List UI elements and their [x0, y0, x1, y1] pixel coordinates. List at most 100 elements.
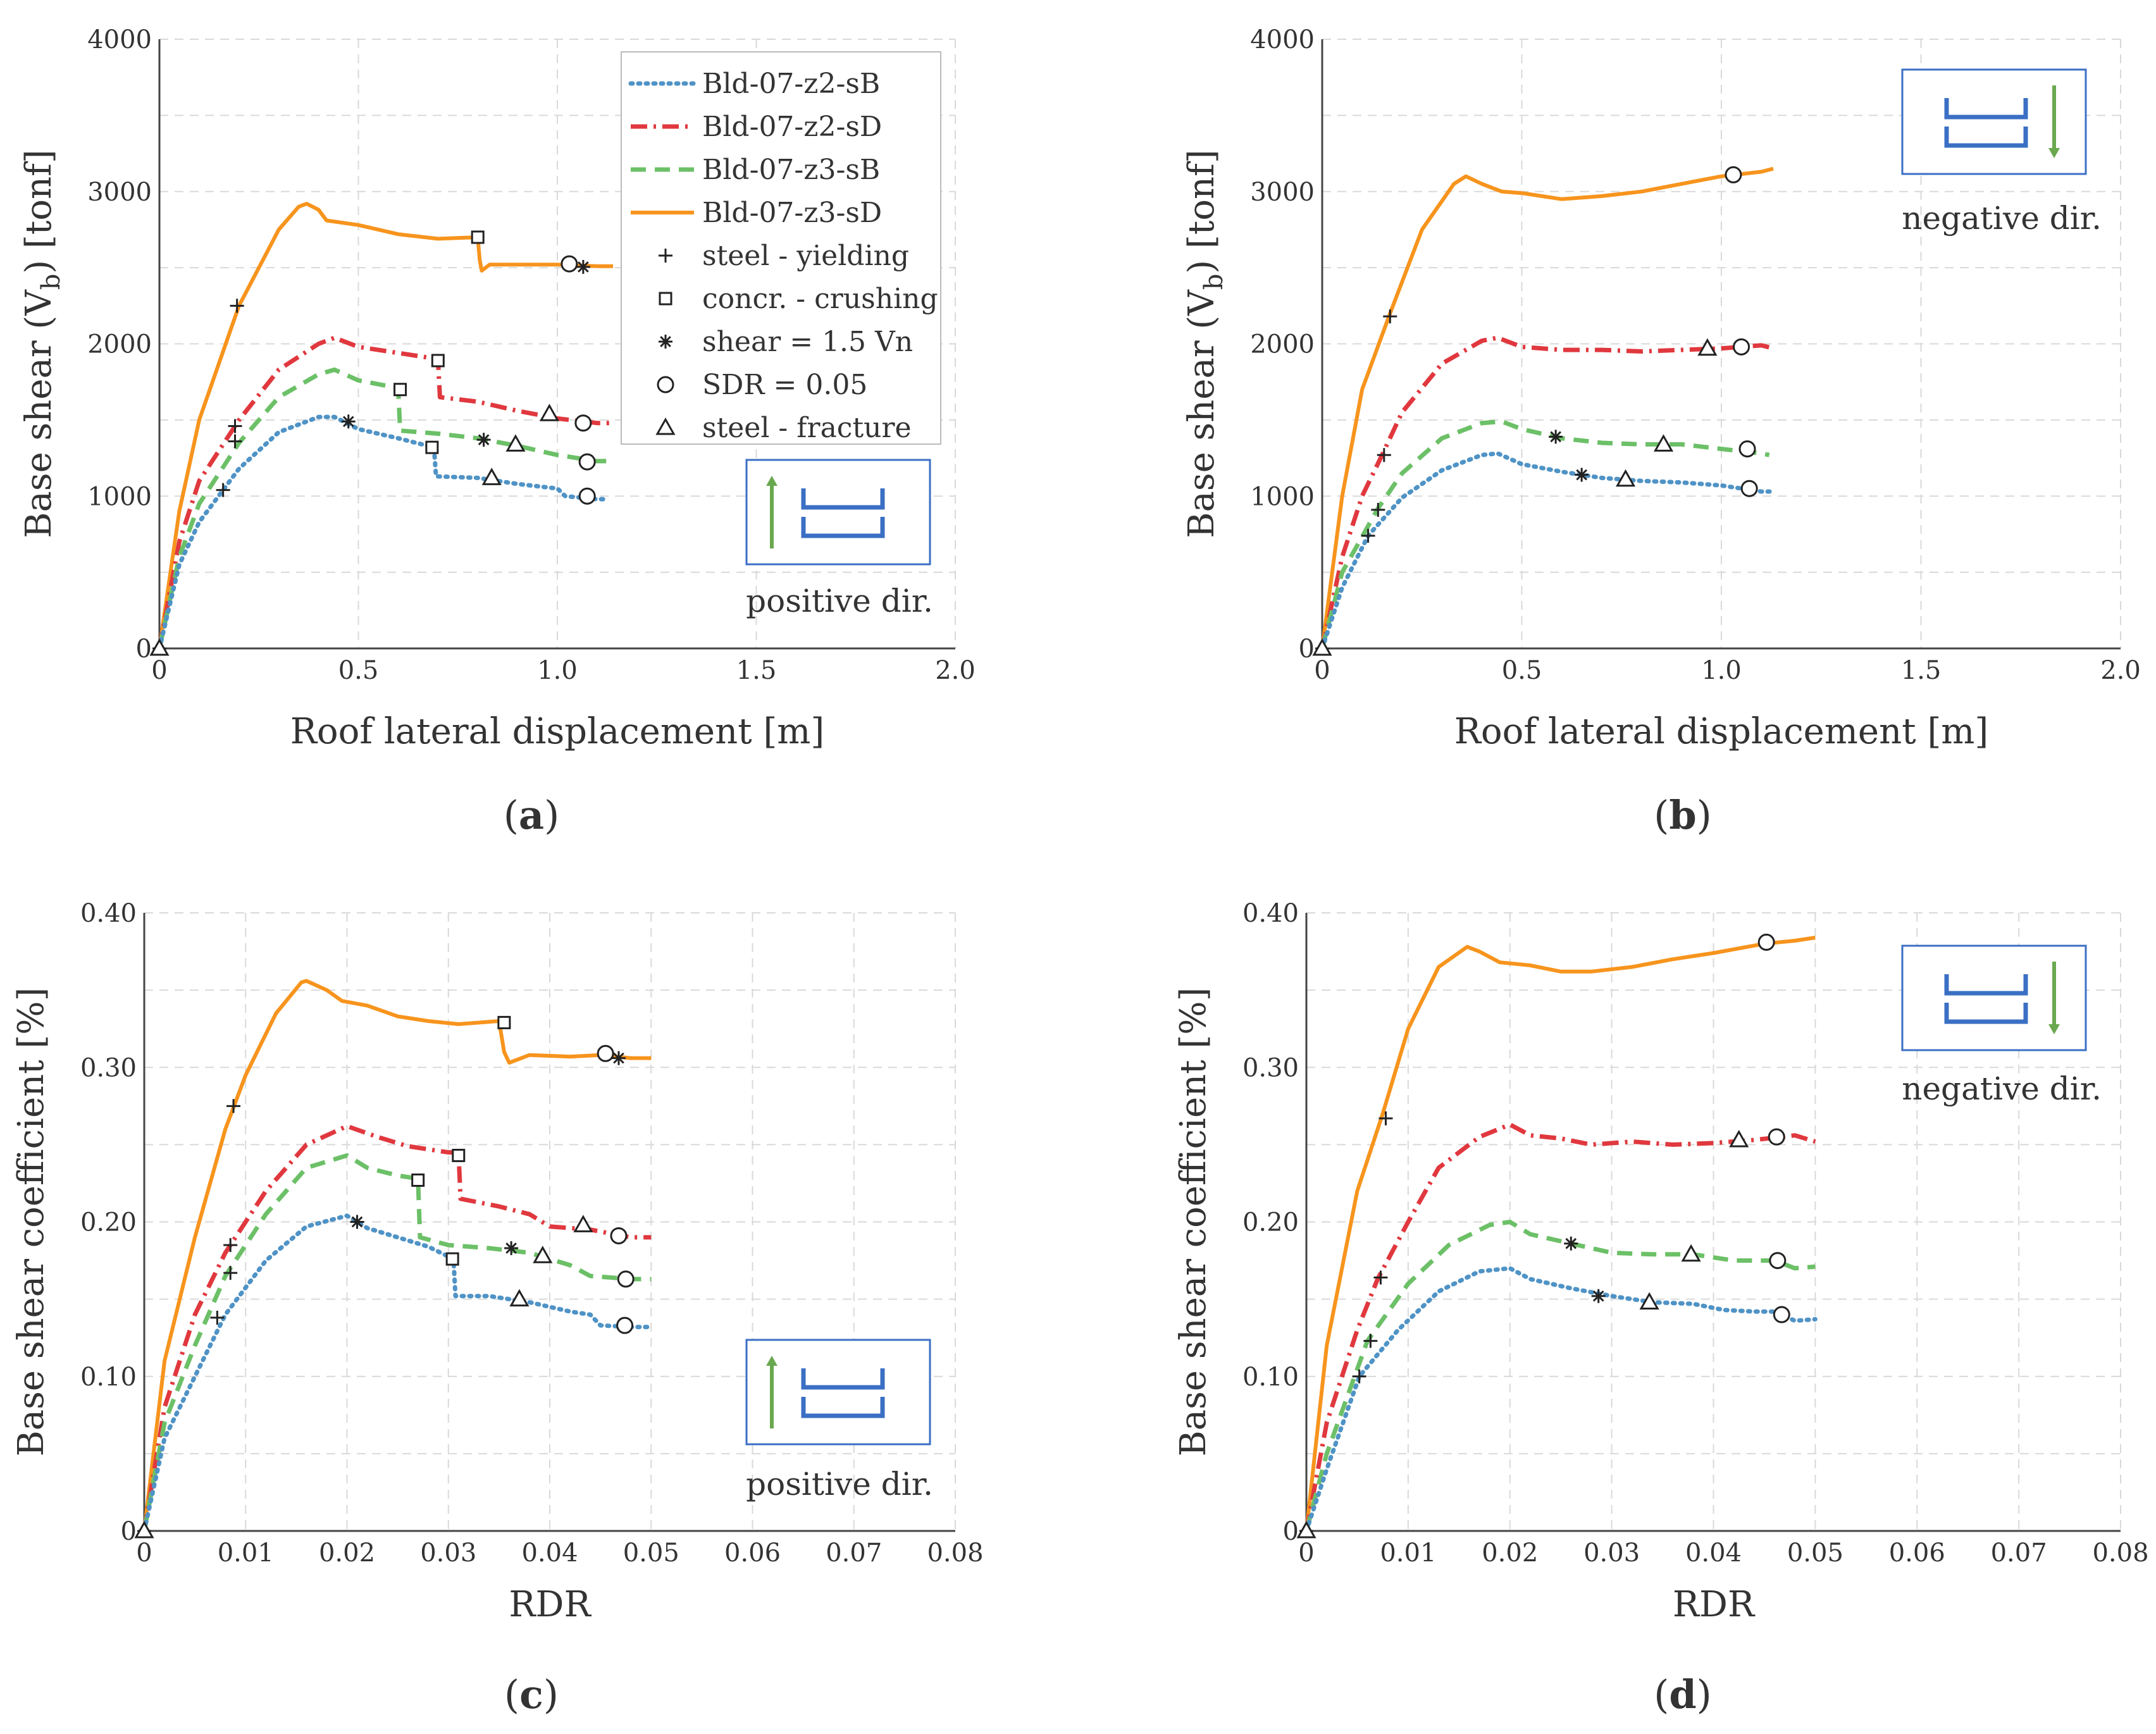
series-line: [1320, 451, 1776, 651]
y-tick-label: 3000: [87, 178, 152, 207]
star-marker: [611, 1051, 626, 1065]
panel-d: 0 0.01 0.02 0.03 0.04 0.05 0.06 0.07 0.08 0 0.10 0.…: [1173, 899, 2149, 1718]
square-marker: [411, 1174, 425, 1187]
arrow-down-head-icon: [2048, 148, 2060, 158]
x-tick-label: 0.05: [623, 1539, 679, 1568]
triangle-marker: [533, 1246, 553, 1263]
arrow-up-head-icon: [766, 476, 778, 486]
y-tick-label: 0: [1299, 635, 1315, 664]
x-axis-label: RDR: [1673, 1584, 1756, 1625]
arrow-up-head-icon: [766, 1356, 778, 1366]
y-axis-label-main: Base shear coefficient [%]: [1173, 988, 1214, 1457]
caption-open: (: [504, 792, 519, 838]
triangle-marker: [1697, 338, 1718, 356]
circle-marker: [617, 1270, 635, 1288]
panel-a: 0 0.5 1.0 1.5 2.0 0 1000 2000 3000 4000 Roof later…: [18, 25, 976, 838]
circle-marker: [1725, 166, 1742, 183]
triangle-marker: [1615, 469, 1636, 487]
circle: [1769, 1252, 1787, 1270]
triangle: [1681, 1244, 1701, 1262]
y-tick-label: 4000: [1250, 25, 1315, 54]
triangle: [533, 1246, 553, 1263]
shear-wall-icon-top: [1944, 98, 2028, 120]
circle-marker: [578, 487, 596, 505]
star-ray: [478, 434, 490, 446]
panel-b: 0 0.5 1.0 1.5 2.0 0 1000 2000 3000 4000 Roof later…: [1181, 25, 2141, 838]
positive-direction-box: positive dir.: [745, 459, 933, 619]
square: [497, 1015, 511, 1029]
x-tick-label: 0: [1314, 656, 1330, 685]
y-axis-label-unit: ) [tonf]: [1181, 149, 1222, 273]
triangle-marker: [1729, 1129, 1749, 1148]
star-marker: [476, 433, 491, 447]
x-tick-label: 0.01: [218, 1539, 274, 1568]
triangle: [1312, 638, 1332, 656]
square: [425, 440, 439, 454]
series-z2sD: [1320, 335, 1774, 649]
plus-marker: [230, 299, 244, 313]
plus-marker: [1383, 309, 1397, 324]
star-ray: [351, 1216, 363, 1228]
square-marker: [471, 230, 485, 244]
y-axis-label: Base shear coefficient [%]: [1173, 988, 1214, 1457]
y-axis-label-subscript: b: [37, 274, 66, 290]
y-tick-label: 2000: [1250, 330, 1315, 359]
circle-marker: [578, 453, 596, 471]
plus-marker: [216, 483, 230, 497]
square-marker: [452, 1148, 466, 1162]
star-ray: [505, 1242, 517, 1254]
y-tick-label: 4000: [87, 25, 152, 54]
origin-markers: [1296, 1520, 1317, 1539]
square: [471, 230, 485, 244]
triangle-marker: [149, 638, 170, 656]
x-tick-label: 0: [136, 1539, 152, 1568]
direction-box-frame: [745, 459, 931, 566]
series-z2sD: [1304, 1122, 1816, 1532]
circle: [1773, 1306, 1790, 1323]
star-marker: [1549, 430, 1563, 444]
plus-marker: [1373, 1270, 1388, 1285]
square-marker: [431, 354, 445, 368]
triangle: [1615, 469, 1636, 487]
caption-close: ): [1697, 1671, 1712, 1718]
series-line: [1304, 1266, 1818, 1533]
triangle-marker: [481, 468, 502, 485]
x-tick-label: 1.0: [537, 656, 578, 685]
legend-marker-item: concr. - crushing: [659, 283, 938, 315]
caption-letter: a: [519, 792, 544, 838]
series-line: [157, 367, 614, 649]
x-tick-label: 2.0: [935, 656, 976, 685]
triangle-marker: [655, 417, 676, 435]
x-tick-label: 2.0: [2100, 656, 2141, 685]
x-tick-label: 0.5: [1502, 656, 1542, 685]
star-marker: [504, 1241, 519, 1256]
legend-marker-item: steel - yielding: [659, 240, 909, 272]
y-tick-label: 0.20: [80, 1208, 137, 1237]
caption-close: ): [1697, 792, 1712, 838]
square: [445, 1252, 459, 1266]
negative-direction-box: negative dir.: [1901, 944, 2102, 1107]
x-tick-label: 0.08: [2092, 1539, 2148, 1568]
shear-wall-icon-top: [801, 488, 885, 510]
direction-box-frame: [1901, 68, 2087, 175]
x-tick-label: 0.08: [927, 1539, 983, 1568]
panel-caption: (c): [504, 1671, 559, 1718]
triangle: [539, 404, 559, 421]
x-tick-label: 0: [1298, 1539, 1314, 1568]
triangle: [481, 468, 502, 485]
x-tick-label: 0.03: [1583, 1539, 1640, 1568]
x-tick-label: 0.01: [1380, 1539, 1436, 1568]
direction-label: negative dir.: [1902, 1070, 2102, 1107]
panel-caption: (d): [1654, 1671, 1712, 1718]
caption-close: ): [544, 792, 559, 838]
legend-marker-item: shear = 1.5 Vn: [659, 326, 913, 358]
square-marker: [425, 440, 439, 454]
legend-series-item: Bld-07-z2-sB: [628, 68, 880, 100]
triangle: [149, 638, 170, 656]
square: [452, 1148, 466, 1162]
legend-marker-label: SDR = 0.05: [702, 369, 867, 401]
star-ray: [342, 416, 354, 428]
x-axis-label: Roof lateral displacement [m]: [1454, 711, 1988, 752]
y-tick-label: 0: [136, 635, 152, 664]
series-line: [142, 979, 652, 1532]
